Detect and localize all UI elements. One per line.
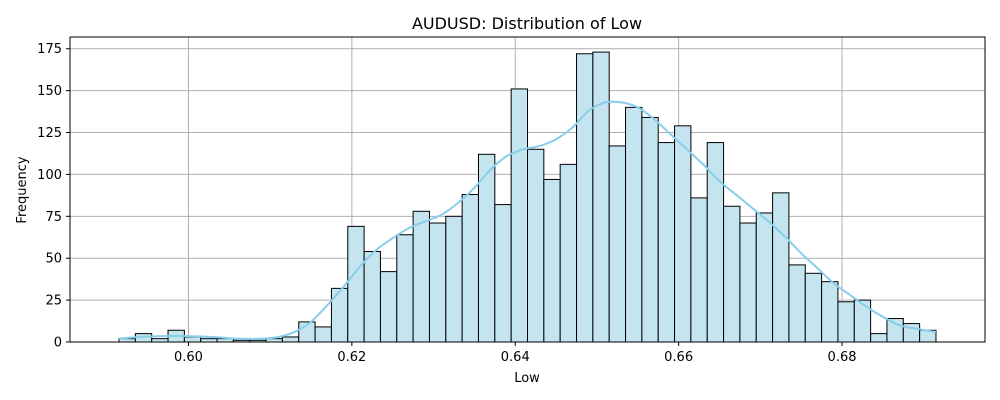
y-tick-label: 25	[45, 294, 62, 309]
histogram-bar	[755, 212, 774, 343]
x-axis-ticks: 0.60 0.62 0.64 0.66 0.68	[174, 342, 857, 365]
histogram-bar	[723, 205, 741, 343]
histogram-bar	[837, 301, 855, 343]
y-tick-label: 100	[37, 168, 62, 183]
histogram-bar	[183, 336, 202, 343]
y-tick-label: 175	[37, 42, 62, 57]
histogram-bars	[118, 51, 937, 343]
histogram-bar	[200, 338, 218, 343]
histogram-bar	[772, 192, 790, 343]
y-axis-label: Frequency	[15, 156, 30, 223]
histogram-bar	[494, 204, 512, 343]
histogram-bar	[347, 225, 365, 343]
y-tick-label: 150	[37, 84, 62, 99]
x-tick-label: 0.64	[501, 350, 530, 365]
x-tick-label: 0.62	[337, 350, 366, 365]
histogram-bar	[151, 338, 169, 343]
histogram-bar	[396, 234, 414, 343]
histogram-bar	[674, 125, 692, 343]
histogram-bar	[804, 272, 823, 343]
histogram-bar	[608, 145, 627, 343]
histogram-bar	[690, 197, 708, 343]
histogram-bar	[527, 148, 545, 343]
histogram-bar	[886, 318, 904, 343]
histogram-bar	[559, 163, 578, 343]
histogram-bar	[412, 210, 430, 343]
histogram-bar	[821, 281, 839, 343]
histogram-bar	[428, 222, 447, 343]
histogram-bar	[510, 88, 528, 343]
histogram-bar	[788, 264, 806, 343]
y-axis-ticks: 0 25 50 75 100 125 150 175	[37, 42, 70, 351]
y-tick-label: 75	[45, 210, 62, 225]
histogram-bar	[870, 333, 888, 343]
histogram-bar	[461, 194, 479, 343]
y-tick-label: 125	[37, 126, 62, 141]
x-tick-label: 0.66	[664, 350, 693, 365]
histogram-bar	[379, 271, 398, 343]
kde-curve	[118, 100, 937, 340]
x-axis-label: Low	[514, 371, 540, 386]
plot-frame	[69, 36, 986, 343]
histogram-bar	[592, 51, 610, 343]
histogram-bar	[330, 287, 349, 343]
y-tick-label: 50	[45, 252, 62, 267]
histogram-bar	[576, 53, 594, 343]
histogram-bar	[314, 326, 332, 343]
histogram-bar	[281, 336, 300, 343]
histogram-bar	[739, 222, 757, 343]
histogram-bar	[363, 251, 381, 343]
histogram-bar	[657, 142, 676, 343]
chart-title: AUDUSD: Distribution of Low	[412, 14, 642, 33]
histogram-bar	[543, 178, 561, 343]
histogram-bar	[641, 116, 659, 343]
histogram-bar	[853, 299, 872, 343]
histogram-bar	[477, 153, 496, 343]
x-tick-label: 0.68	[828, 350, 857, 365]
histogram-bar	[625, 106, 643, 343]
y-tick-label: 0	[54, 336, 62, 351]
histogram-bar	[445, 215, 463, 343]
x-tick-label: 0.60	[174, 350, 203, 365]
